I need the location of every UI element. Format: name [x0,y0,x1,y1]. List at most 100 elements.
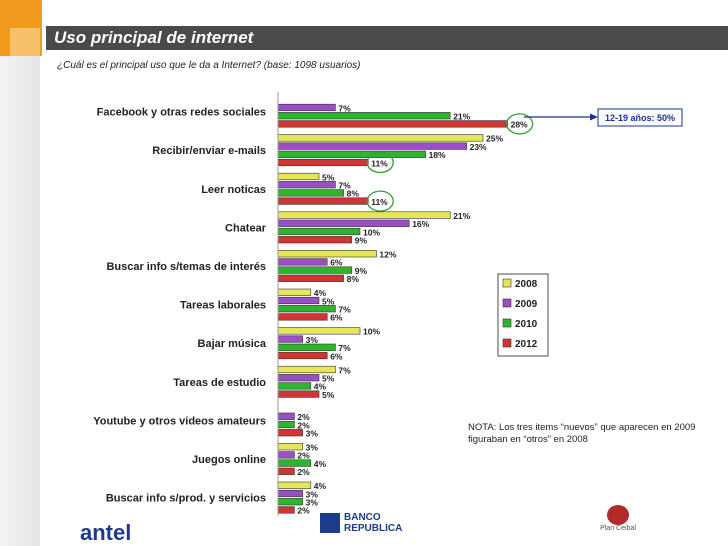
legend-swatch-2012 [502,338,512,348]
bar-tareas-laborales-2008 [277,288,312,296]
category-label-bajar-musica: Bajar música [198,338,267,350]
data-label-buscar-info-s-prod-y-servicios-2012: 2% [297,506,310,516]
data-label-recibir-enviar-e-mails-2010: 18% [429,150,446,160]
data-label-chatear-2010: 10% [363,227,380,237]
legend-label-2008: 2008 [515,279,538,290]
bar-juegos-online-2010 [277,459,312,467]
page-title: Uso principal de internet [54,28,254,47]
data-label-recibir-enviar-e-mails-2009: 23% [470,142,487,152]
bar-recibir-enviar-e-mails-2010 [277,150,426,158]
bar-chatear-2010 [277,227,361,236]
data-label-buscar-info-s-temas-de-interes-2012: 8% [347,274,360,284]
bar-buscar-info-s-temas-de-interes-2010 [277,266,353,274]
bar-bajar-musica-2012 [277,351,328,360]
bar-recibir-enviar-e-mails-2012 [277,158,369,167]
data-label-tareas-laborales-2009: 5% [322,296,335,306]
bar-buscar-info-s-prod-y-servicios-2010 [277,498,303,506]
category-label-youtube-y-otros-videos-amateurs: Youtube y otros videos amateurs [93,415,266,427]
bar-youtube-y-otros-videos-amateurs-2012 [277,429,303,437]
bar-tareas-de-estudio-2012 [277,390,320,398]
legend-label-2009: 2009 [515,299,538,310]
legend-swatch-2008 [502,278,512,288]
ceibal-text: Plan Ceibal [600,525,636,532]
legend-swatch-2009 [502,298,512,308]
callout-text: 12-19 años: 50% [605,113,675,123]
data-label-buscar-info-s-temas-de-interes-2010: 9% [355,266,368,276]
bar-facebook-y-otras-redes-sociales-2009 [277,103,336,112]
data-label-recibir-enviar-e-mails-2008: 25% [486,134,503,144]
bar-buscar-info-s-prod-y-servicios-2009 [277,489,303,498]
data-label-facebook-y-otras-redes-sociales-2012: 28% [511,120,528,130]
bar-youtube-y-otros-videos-amateurs-2010 [277,420,295,429]
banco-republica-logo: BANCO REPUBLICA [320,512,402,534]
data-label-youtube-y-otros-videos-amateurs-2012: 3% [306,429,319,439]
category-label-chatear: Chatear [225,222,267,234]
data-label-bajar-musica-2008: 10% [363,327,380,337]
data-label-facebook-y-otras-redes-sociales-2010: 21% [453,112,470,122]
orange-corner-decor [0,0,42,56]
data-label-tareas-laborales-2012: 6% [330,313,343,323]
callout-arrow-head [590,113,598,121]
bar-buscar-info-s-temas-de-interes-2009 [277,258,328,266]
bar-juegos-online-2009 [277,451,295,459]
data-label-juegos-online-2010: 4% [314,459,327,469]
bar-tareas-laborales-2012 [277,313,328,321]
data-label-buscar-info-s-temas-de-interes-2009: 6% [330,258,343,268]
bar-tareas-de-estudio-2010 [277,382,312,390]
data-label-recibir-enviar-e-mails-2012: 11% [371,158,388,168]
category-label-leer-noticas: Leer noticas [201,184,266,196]
data-label-chatear-2008: 21% [453,211,470,221]
bar-chatear-2012 [277,236,353,244]
data-label-youtube-y-otros-videos-amateurs-2009: 2% [297,412,310,422]
highlight-circle-facebook-y-otras-redes-sociales [505,113,534,135]
bar-recibir-enviar-e-mails-2008 [277,134,484,142]
legend-label-2012: 2012 [515,339,538,350]
brou-text-2: REPUBLICA [344,523,403,534]
data-label-facebook-y-otras-redes-sociales-2009: 7% [338,103,351,113]
data-label-leer-noticas-2009: 7% [338,181,351,191]
data-label-youtube-y-otros-videos-amateurs-2010: 2% [297,420,310,430]
legend-label-2010: 2010 [515,319,538,330]
bar-leer-noticas-2010 [277,189,344,197]
data-label-tareas-de-estudio-2012: 5% [322,390,335,400]
plan-ceibal-logo: Plan Ceibal [600,505,636,543]
title-bar: Uso principal de internet [46,26,728,50]
bar-tareas-laborales-2010 [277,305,336,313]
data-label-tareas-laborales-2010: 7% [338,305,351,315]
bar-facebook-y-otras-redes-sociales-2012 [277,120,508,128]
data-label-chatear-2012: 9% [355,236,368,246]
category-label-buscar-info-s-prod-y-servicios: Buscar info s/prod. y servicios [106,493,266,505]
category-label-facebook-y-otras-redes-sociales: Facebook y otras redes sociales [97,107,266,119]
category-label-tareas-de-estudio: Tareas de estudio [173,377,266,389]
category-label-juegos-online: Juegos online [192,454,266,466]
data-label-buscar-info-s-prod-y-servicios-2008: 4% [314,481,327,491]
data-label-tareas-de-estudio-2008: 7% [338,365,351,375]
bar-chatear-2008 [277,211,451,219]
bar-leer-noticas-2008 [277,172,320,181]
data-label-buscar-info-s-temas-de-interes-2008: 12% [379,250,396,260]
callout-box [597,108,683,127]
data-label-tareas-de-estudio-2009: 5% [322,374,335,384]
bar-bajar-musica-2010 [277,343,336,351]
bar-leer-noticas-2009 [277,181,336,189]
ceibal-tree-icon [607,505,629,525]
data-label-tareas-de-estudio-2010: 4% [314,382,327,392]
bar-buscar-info-s-temas-de-interes-2012 [277,274,344,282]
bar-youtube-y-otros-videos-amateurs-2009 [277,412,295,420]
data-label-leer-noticas-2010: 8% [347,189,360,199]
chart-subtitle: ¿Cuál es el principal uso que le da a In… [57,60,361,71]
bar-buscar-info-s-temas-de-interes-2008 [277,250,377,258]
brou-mark-icon [320,513,340,533]
bar-bajar-musica-2009 [277,335,303,343]
data-label-juegos-online-2008: 3% [306,443,319,453]
data-label-chatear-2009: 16% [412,219,429,229]
data-label-leer-noticas-2008: 5% [322,172,335,182]
category-label-buscar-info-s-temas-de-interes: Buscar info s/temas de interés [106,261,266,273]
antel-logo: antel [80,520,132,545]
bar-tareas-de-estudio-2009 [277,374,320,382]
bar-juegos-online-2008 [277,443,303,451]
legend-swatch-2010 [502,318,512,328]
left-decor-strip [0,0,40,546]
bar-facebook-y-otras-redes-sociales-2010 [277,112,451,120]
